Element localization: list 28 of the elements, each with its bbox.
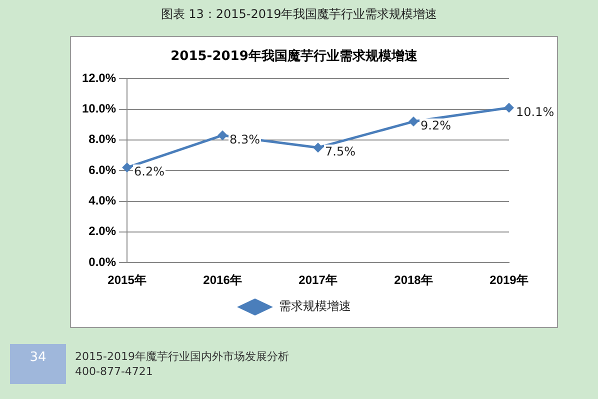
point: [504, 102, 514, 113]
point: [408, 116, 419, 127]
y-tick-label: 6.0%: [88, 162, 116, 177]
x-tick-label: 2018年: [394, 273, 433, 288]
text: 8.3%: [230, 132, 260, 146]
y-tick-label: 10.0%: [82, 102, 116, 116]
point: [218, 130, 228, 140]
y-tick-label: 4.0%: [88, 194, 116, 208]
text: 7.5%: [325, 144, 356, 159]
text: 2015-2019年魔芋行业国内外市场发展分析: [75, 349, 289, 364]
x-tick-label: 2019年: [490, 273, 528, 288]
text: 10.1%: [516, 104, 554, 119]
text: 400-877-4721: [75, 365, 153, 378]
y-tick-label: 8.0%: [88, 132, 116, 146]
point: [122, 162, 132, 173]
y-tick-label: 0.0%: [88, 254, 116, 269]
point: [313, 142, 324, 153]
text: 9.2%: [420, 118, 452, 133]
x-tick-label: 2016年: [203, 273, 242, 288]
x-tick-label: 2017年: [298, 273, 338, 288]
y-tick-label: 2.0%: [88, 224, 116, 238]
text: 6.2%: [134, 164, 165, 179]
x-tick-label: 2015年: [108, 273, 146, 288]
text: 图表 13：2015-2019年我国魔芋行业需求规模增速: [160, 6, 438, 23]
legend-label: 需求规模增速: [279, 299, 351, 314]
y-tick-label: 12.0%: [82, 70, 116, 85]
text: 34: [10, 344, 66, 384]
chart-title: 2015-2019年我国魔芋行业需求规模增速: [170, 48, 418, 64]
